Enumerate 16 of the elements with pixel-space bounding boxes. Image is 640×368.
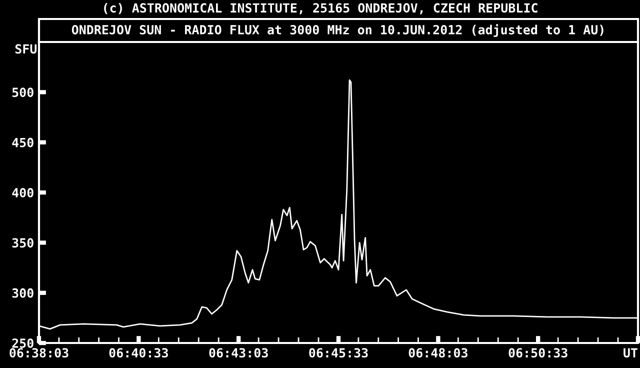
y-tick-label: 250 xyxy=(12,338,34,348)
x-tick-label: 06:45:33 xyxy=(309,348,368,358)
y-tick-label: 300 xyxy=(12,288,34,298)
y-tick-label: 450 xyxy=(12,138,34,148)
y-tick-label: 500 xyxy=(12,88,34,98)
y-tick-label: 350 xyxy=(12,238,34,248)
chart-subtitle: ONDREJOV SUN - RADIO FLUX at 3000 MHz on 10.JUN.2012 (adjusted to 1 AU) xyxy=(72,24,604,37)
x-tick-label: 06:38:03 xyxy=(10,348,68,358)
chart-title: (c) ASTRONOMICAL INSTITUTE, 25165 ONDREJOV, CZECH REPUBLIC xyxy=(104,2,538,14)
x-tick-label: 06:40:33 xyxy=(109,348,168,358)
y-tick-label: 400 xyxy=(12,188,34,198)
x-tick-label: UT xyxy=(624,348,638,358)
y-axis-title: SFU xyxy=(15,44,37,54)
x-tick-label: 06:50:33 xyxy=(508,348,568,358)
x-tick-label: 06:48:03 xyxy=(408,348,468,358)
x-tick-label: 06:43:03 xyxy=(209,348,268,358)
